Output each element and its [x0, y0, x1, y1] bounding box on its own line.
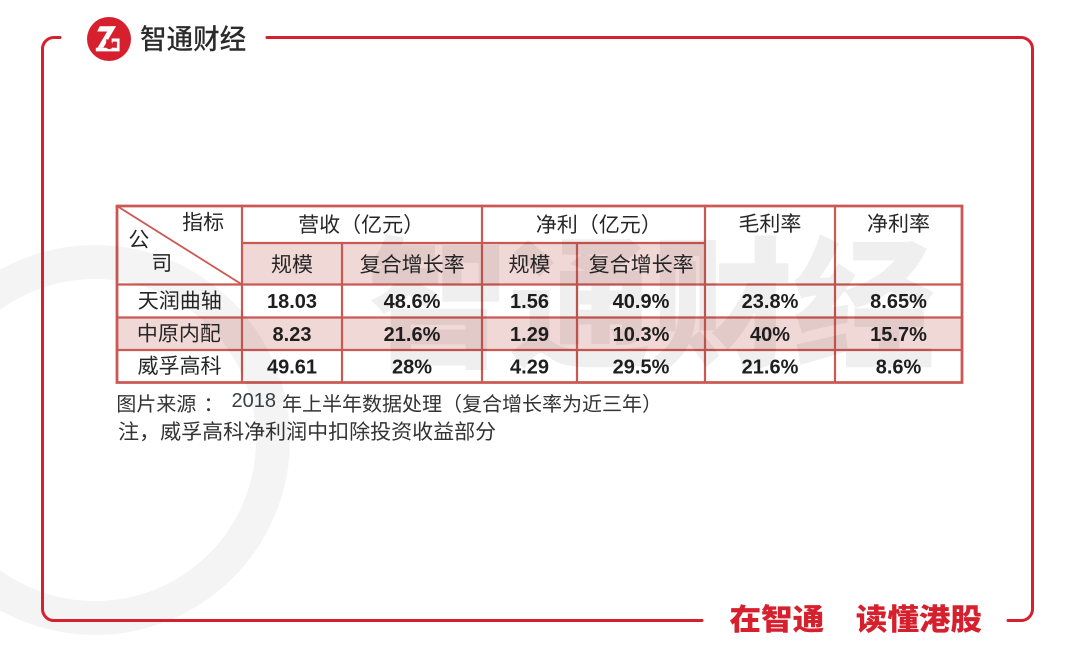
svg-text:18.03: 18.03 [267, 291, 317, 313]
svg-text:2018: 2018 [232, 390, 277, 412]
svg-text:48.6%: 48.6% [384, 291, 441, 313]
svg-text:1.29: 1.29 [510, 324, 549, 346]
svg-text:28%: 28% [392, 356, 432, 378]
svg-text:15.7%: 15.7% [870, 324, 927, 346]
svg-text:1.56: 1.56 [510, 291, 549, 313]
svg-text:40.9%: 40.9% [613, 291, 670, 313]
svg-text:8.6%: 8.6% [876, 356, 922, 378]
svg-text:29.5%: 29.5% [613, 356, 670, 378]
svg-text:21.6%: 21.6% [742, 356, 799, 378]
svg-text:8.23: 8.23 [273, 324, 312, 346]
svg-text:21.6%: 21.6% [384, 324, 441, 346]
svg-text:4.29: 4.29 [510, 356, 549, 378]
svg-text:49.61: 49.61 [267, 356, 317, 378]
svg-text:10.3%: 10.3% [613, 324, 670, 346]
svg-text:8.65%: 8.65% [870, 291, 927, 313]
svg-text:40%: 40% [750, 324, 790, 346]
svg-text:23.8%: 23.8% [742, 291, 799, 313]
